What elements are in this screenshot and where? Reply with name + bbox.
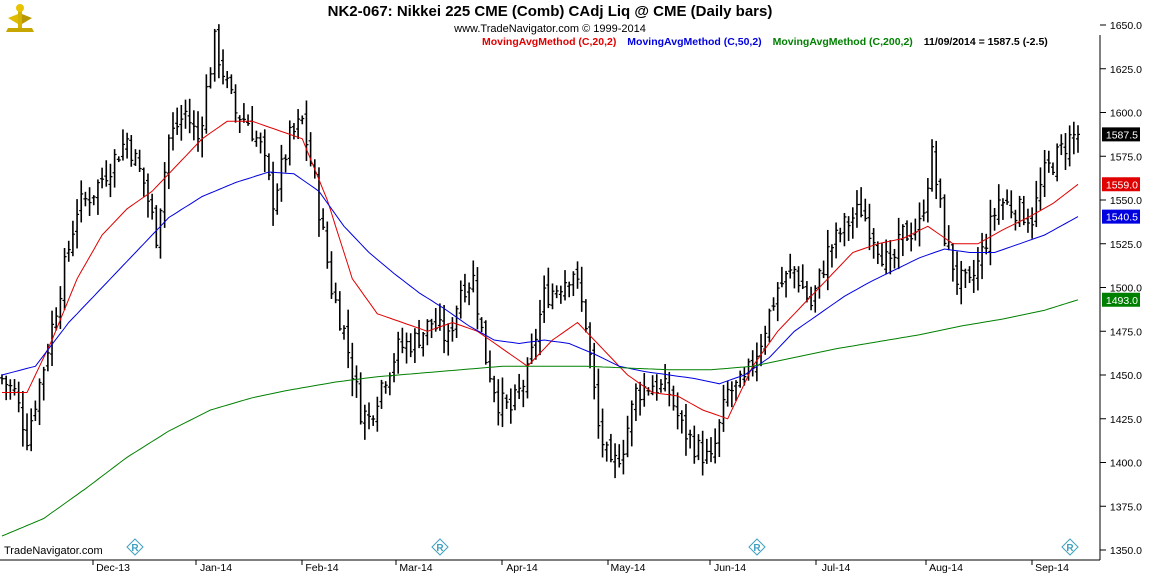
chart-title: NK2-067: Nikkei 225 CME (Comb) CAdj Liq …: [327, 3, 773, 20]
r-marker-label: R: [1066, 543, 1074, 554]
r-marker-icon: [126, 538, 144, 556]
legend-ma20: MovingAvgMethod (C,20,2): [482, 36, 617, 48]
r-marker-label: R: [131, 543, 139, 554]
moving-averages: [1, 120, 1079, 537]
y-tick-label: 1575.0: [1110, 151, 1142, 163]
price-bars: [0, 24, 1080, 479]
x-tick-label: May-14: [610, 562, 645, 574]
trade-navigator-logo-icon: [6, 4, 34, 32]
chart-subtitle: www.TradeNavigator.com © 1999-2014: [454, 23, 646, 35]
ma20-badge-bg: [1102, 177, 1140, 192]
y-tick-label: 1350.0: [1110, 545, 1142, 557]
y-tick-label: 1525.0: [1110, 239, 1142, 251]
legend-ma200: MovingAvgMethod (C,200,2): [772, 36, 913, 48]
x-tick-label: Jun-14: [714, 562, 746, 574]
y-tick-label: 1650.0: [1110, 20, 1142, 32]
last-quote: 11/09/2014 = 1587.5 (-2.5): [923, 36, 1048, 48]
ma20-badge: 1559.0: [1106, 179, 1138, 191]
y-tick-label: 1500.0: [1110, 283, 1142, 295]
y-tick-label: 1425.0: [1110, 414, 1142, 426]
last-price-badge: 1587.5: [1106, 129, 1138, 141]
y-tick-label: 1375.0: [1110, 501, 1142, 513]
x-tick-label: Mar-14: [399, 562, 432, 574]
x-axis: Dec-13 Jan-14 Feb-14 Mar-14 Apr-14 May-14 Jun-…: [92, 560, 1069, 574]
x-tick-label: Dec-13: [96, 562, 130, 574]
r-marker-icon: [748, 538, 766, 556]
ma50-badge-bg: [1102, 209, 1140, 224]
x-tick-label: Jan-14: [200, 562, 232, 574]
ma200-line: [1, 299, 1079, 537]
r-marker-icon: [1061, 538, 1079, 556]
y-tick-label: 1600.0: [1110, 108, 1142, 120]
x-tick-label: Jul-14: [822, 562, 851, 574]
legend: MovingAvgMethod (C,20,2) MovingAvgMethod…: [482, 36, 1056, 48]
brand-footer: TradeNavigator.com: [4, 545, 103, 557]
ma200-badge-bg: [1102, 292, 1140, 307]
ma50-line: [1, 171, 1079, 385]
y-axis: 1650.0 1625.0 1600.0 1575.0 1550.0 1525.0 1500…: [1100, 20, 1142, 557]
x-tick-label: Apr-14: [506, 562, 538, 574]
y-tick-label: 1625.0: [1110, 64, 1142, 76]
x-tick-label: Feb-14: [305, 562, 338, 574]
legend-ma50: MovingAvgMethod (C,50,2): [627, 36, 762, 48]
y-tick-label: 1550.0: [1110, 195, 1142, 207]
price-badges: 1587.5 1559.0 1540.5 1493.0: [1102, 127, 1140, 307]
ma200-badge: 1493.0: [1106, 295, 1138, 307]
ma50-badge: 1540.5: [1106, 212, 1138, 224]
y-tick-label: 1475.0: [1110, 326, 1142, 338]
y-tick-label: 1450.0: [1110, 370, 1142, 382]
ma20-line: [2, 120, 1079, 420]
r-marker-label: R: [753, 543, 761, 554]
x-tick-label: Aug-14: [929, 562, 963, 574]
r-marker-label: R: [436, 543, 444, 554]
r-marker-icon: [431, 538, 449, 556]
last-price-badge-bg: [1102, 127, 1140, 142]
y-tick-label: 1400.0: [1110, 458, 1142, 470]
x-tick-label: Sep-14: [1035, 562, 1069, 574]
